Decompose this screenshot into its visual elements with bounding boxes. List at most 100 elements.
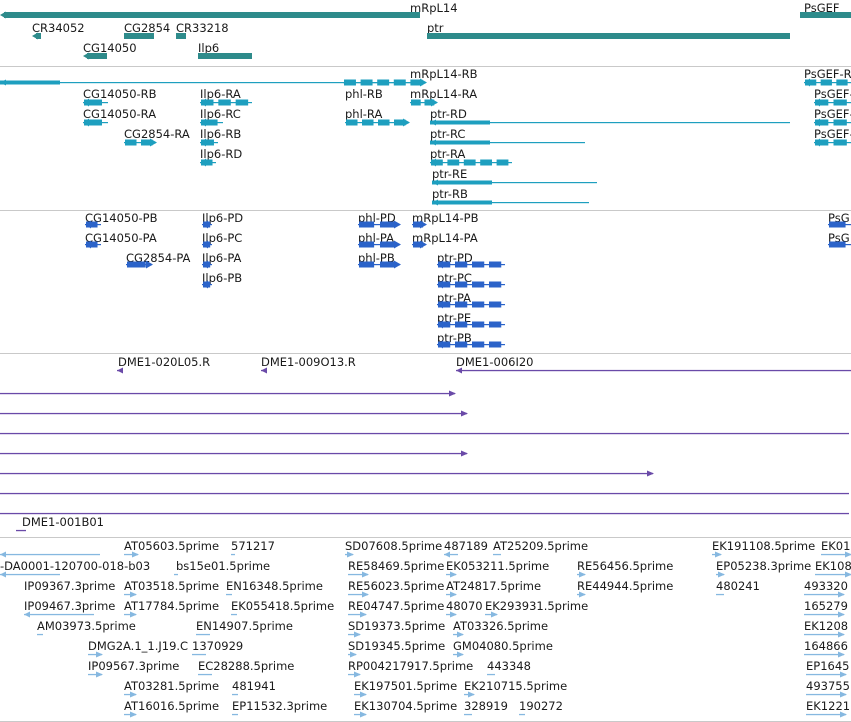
feature-glyph[interactable]: [202, 240, 214, 249]
feature-label[interactable]: SD19345.5prime: [348, 639, 446, 653]
feature-label[interactable]: SD07608.5prime: [345, 539, 443, 553]
feature-label[interactable]: Ilp6-PC: [202, 231, 243, 245]
feature-glyph[interactable]: [814, 98, 851, 107]
clone-span-line[interactable]: [0, 470, 655, 477]
feature-glyph[interactable]: [430, 119, 792, 126]
feature-glyph[interactable]: [261, 367, 269, 374]
feature-glyph[interactable]: [124, 711, 138, 718]
feature-label[interactable]: Ilp6: [198, 41, 220, 55]
feature-label[interactable]: phl-PA: [358, 231, 394, 245]
feature-glyph[interactable]: [196, 631, 212, 638]
feature-label[interactable]: EK053211.5prime: [446, 559, 550, 573]
feature-glyph[interactable]: [0, 79, 427, 86]
feature-glyph[interactable]: [412, 220, 428, 229]
feature-label[interactable]: EK055418.5prime: [231, 599, 335, 613]
feature-glyph[interactable]: [412, 240, 428, 249]
feature-glyph[interactable]: [198, 52, 254, 60]
feature-glyph[interactable]: [427, 32, 792, 40]
feature-label[interactable]: 165279: [804, 599, 848, 613]
feature-glyph[interactable]: [200, 118, 225, 127]
feature-label[interactable]: RE56456.5prime: [577, 559, 674, 573]
feature-glyph[interactable]: [577, 571, 587, 578]
feature-glyph[interactable]: [200, 138, 220, 147]
feature-glyph[interactable]: [437, 320, 507, 329]
clone-span-line[interactable]: [0, 450, 469, 457]
feature-label[interactable]: AT24817.5prime: [446, 579, 542, 593]
feature-label[interactable]: 480241: [716, 579, 760, 593]
feature-glyph[interactable]: [37, 631, 45, 638]
feature-glyph[interactable]: [716, 571, 726, 578]
feature-glyph[interactable]: [519, 711, 527, 718]
feature-label[interactable]: phl-RB: [345, 87, 383, 101]
feature-label[interactable]: ptr-RE: [432, 167, 468, 181]
feature-label[interactable]: CG2854-RA: [124, 127, 190, 141]
feature-label[interactable]: mRpL14-PB: [412, 211, 479, 225]
feature-glyph[interactable]: [124, 591, 138, 598]
feature-label[interactable]: PsG: [828, 211, 850, 225]
feature-label[interactable]: SD19373.5prime: [348, 619, 446, 633]
feature-label[interactable]: PsGEF-: [814, 87, 851, 101]
feature-label[interactable]: AT05603.5prime: [124, 539, 220, 553]
feature-label[interactable]: PsGEF-: [814, 107, 851, 121]
feature-label[interactable]: 164866: [804, 639, 848, 653]
feature-label[interactable]: AT03326.5prime: [453, 619, 549, 633]
feature-label[interactable]: CG2854-PA: [126, 251, 191, 265]
feature-glyph[interactable]: [716, 591, 726, 598]
feature-glyph[interactable]: [437, 300, 507, 309]
feature-glyph[interactable]: [85, 220, 103, 229]
feature-label[interactable]: RE56023.5prime: [348, 579, 445, 593]
feature-label[interactable]: CG14050-RB: [83, 87, 157, 101]
feature-label[interactable]: AT17784.5prime: [124, 599, 220, 613]
feature-glyph[interactable]: [804, 611, 846, 618]
feature-label[interactable]: PsGEF-: [814, 127, 851, 141]
feature-glyph[interactable]: [231, 551, 237, 558]
feature-glyph[interactable]: [437, 260, 507, 269]
feature-label[interactable]: CR34052: [32, 21, 85, 35]
feature-glyph[interactable]: [176, 32, 188, 40]
feature-glyph[interactable]: [16, 527, 28, 534]
feature-glyph[interactable]: [202, 220, 214, 229]
feature-label[interactable]: ptr-PA: [437, 291, 472, 305]
feature-glyph[interactable]: [348, 591, 370, 598]
feature-label[interactable]: AT03518.5prime: [124, 579, 220, 593]
feature-glyph[interactable]: [358, 240, 402, 249]
feature-label[interactable]: CG14050: [83, 41, 137, 55]
feature-glyph[interactable]: [231, 611, 239, 618]
feature-glyph[interactable]: [444, 551, 460, 558]
feature-label[interactable]: bs15e01.5prime: [176, 559, 271, 573]
feature-glyph[interactable]: [487, 671, 497, 678]
feature-label[interactable]: PsG: [828, 231, 850, 245]
feature-glyph[interactable]: [192, 651, 208, 658]
feature-glyph[interactable]: [828, 240, 851, 249]
feature-glyph[interactable]: [437, 280, 507, 289]
feature-label[interactable]: mRpL14: [410, 1, 458, 15]
feature-glyph[interactable]: [85, 240, 103, 249]
feature-glyph[interactable]: [348, 611, 368, 618]
feature-glyph[interactable]: [198, 671, 214, 678]
feature-label[interactable]: 571217: [231, 539, 275, 553]
feature-label[interactable]: ptr-PE: [437, 311, 472, 325]
feature-glyph[interactable]: [232, 691, 240, 698]
feature-label[interactable]: mRpL14-RA: [410, 87, 478, 101]
feature-glyph[interactable]: [348, 671, 362, 678]
clone-span-line[interactable]: [0, 490, 851, 497]
feature-label[interactable]: Ilp6-RC: [200, 107, 241, 121]
feature-label[interactable]: PsGEF: [804, 1, 840, 15]
feature-glyph[interactable]: [124, 691, 138, 698]
feature-label[interactable]: Ilp6-PB: [202, 271, 243, 285]
feature-glyph[interactable]: [226, 591, 234, 598]
feature-glyph[interactable]: [430, 158, 514, 167]
feature-label[interactable]: ptr: [427, 21, 444, 35]
feature-label[interactable]: DME1-006I20: [456, 355, 534, 369]
feature-glyph[interactable]: [0, 11, 422, 19]
feature-label[interactable]: phl-PB: [358, 251, 395, 265]
feature-label[interactable]: AT16016.5prime: [124, 699, 220, 713]
feature-label[interactable]: 493320: [804, 579, 848, 593]
feature-glyph[interactable]: [83, 118, 110, 127]
feature-glyph[interactable]: [354, 691, 368, 698]
feature-glyph[interactable]: [437, 340, 507, 349]
feature-label[interactable]: RE58469.5prime: [348, 559, 445, 573]
feature-label[interactable]: EK1221: [806, 699, 851, 713]
feature-label[interactable]: EK293931.5prime: [485, 599, 589, 613]
feature-label[interactable]: CG14050-PB: [85, 211, 158, 225]
